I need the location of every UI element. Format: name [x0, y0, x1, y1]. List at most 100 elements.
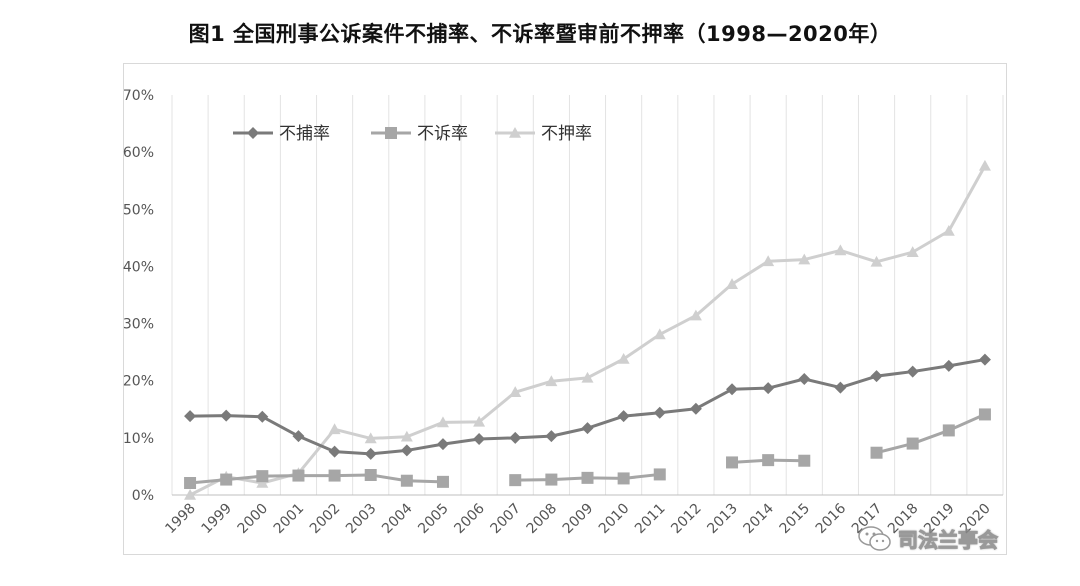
x-tick-label: 2013 — [704, 501, 741, 538]
watermark-text: 司法兰亭会 — [898, 528, 999, 553]
data-point — [978, 159, 991, 171]
x-tick-label: 2007 — [488, 501, 525, 538]
data-point — [545, 430, 558, 443]
data-point — [328, 469, 341, 482]
data-point — [256, 470, 269, 483]
data-point — [978, 408, 991, 421]
data-point — [870, 255, 883, 267]
y-tick-label: 10% — [123, 431, 154, 447]
x-tick-label: 2005 — [415, 501, 452, 538]
data-point — [798, 373, 811, 385]
y-tick-label: 40% — [123, 259, 154, 275]
series-line — [189, 165, 987, 497]
data-point — [834, 244, 847, 256]
data-point — [364, 432, 377, 444]
legend-marker — [509, 127, 521, 138]
data-point — [509, 474, 522, 487]
data-point — [617, 472, 630, 485]
chart-frame — [123, 63, 1007, 555]
wechat-icon — [858, 525, 892, 553]
data-point — [726, 456, 739, 469]
x-tick-label: 2008 — [524, 501, 561, 538]
data-point — [400, 430, 413, 442]
data-point — [292, 469, 305, 482]
y-tick-label: 0% — [132, 488, 154, 504]
data-point — [581, 371, 594, 383]
data-point — [689, 402, 702, 415]
x-tick-label: 2004 — [379, 500, 416, 537]
legend-label: 不诉率 — [417, 124, 468, 144]
x-tick-label: 2009 — [560, 501, 597, 538]
x-tick-label: 2006 — [451, 500, 488, 537]
data-point — [798, 454, 811, 467]
data-point — [581, 422, 594, 435]
data-point — [942, 424, 955, 437]
y-tick-label: 20% — [123, 374, 154, 390]
data-point — [653, 406, 666, 419]
data-point — [689, 309, 702, 321]
data-point — [978, 353, 991, 366]
data-point — [870, 370, 883, 383]
x-tick-label: 2011 — [632, 501, 669, 538]
watermark: 司法兰亭会 — [858, 524, 999, 553]
data-point — [184, 410, 197, 423]
series-line — [189, 473, 444, 485]
data-point — [473, 433, 486, 445]
data-point — [509, 386, 522, 397]
data-point — [220, 473, 233, 486]
data-point — [653, 468, 666, 481]
data-point — [906, 246, 919, 257]
data-point — [328, 445, 341, 458]
data-point — [400, 444, 413, 457]
x-tick-label: 2003 — [343, 501, 380, 538]
x-tick-label: 2012 — [668, 501, 705, 538]
y-tick-label: 50% — [123, 202, 154, 218]
y-tick-label: 60% — [123, 145, 154, 161]
x-tick-label: 2010 — [596, 501, 633, 538]
legend-marker — [385, 127, 397, 139]
data-point — [906, 365, 919, 378]
data-point — [364, 469, 377, 481]
x-tick-label: 2016 — [813, 500, 850, 537]
data-point — [942, 359, 955, 372]
x-tick-label: 1998 — [162, 501, 199, 538]
y-tick-label: 30% — [123, 317, 154, 333]
data-point — [617, 410, 630, 423]
y-tick-label: 70% — [123, 88, 154, 104]
data-point — [762, 255, 775, 267]
x-tick-label: 2000 — [235, 501, 272, 538]
data-point — [473, 415, 486, 427]
x-tick-label: 1999 — [199, 501, 236, 538]
legend-marker — [247, 127, 259, 139]
legend-label: 不捕率 — [279, 124, 330, 144]
data-point — [545, 473, 558, 486]
data-point — [292, 430, 305, 443]
data-point — [617, 353, 630, 364]
data-point — [581, 471, 594, 484]
data-point — [834, 381, 847, 394]
data-point — [726, 278, 739, 289]
x-tick-label: 2014 — [740, 500, 777, 537]
data-point — [906, 437, 919, 450]
data-point — [436, 438, 449, 451]
data-point — [364, 447, 377, 460]
data-point — [328, 423, 341, 435]
x-tick-label: 2002 — [307, 501, 344, 538]
data-point — [184, 489, 197, 500]
x-tick-label: 2015 — [777, 501, 814, 538]
data-point — [436, 475, 449, 488]
data-point — [184, 477, 197, 489]
data-point — [256, 477, 269, 488]
data-point — [726, 383, 739, 396]
data-point — [653, 328, 666, 340]
data-point — [545, 375, 558, 387]
data-point — [256, 410, 269, 423]
data-point — [436, 416, 449, 428]
chart-title: 图1 全国刑事公诉案件不捕率、不诉率暨审前不押率（1998—2020年） — [188, 22, 892, 46]
data-point — [942, 225, 955, 236]
data-point — [509, 431, 522, 444]
data-point — [220, 409, 233, 422]
data-point — [400, 474, 413, 487]
x-tick-label: 2001 — [271, 501, 308, 538]
